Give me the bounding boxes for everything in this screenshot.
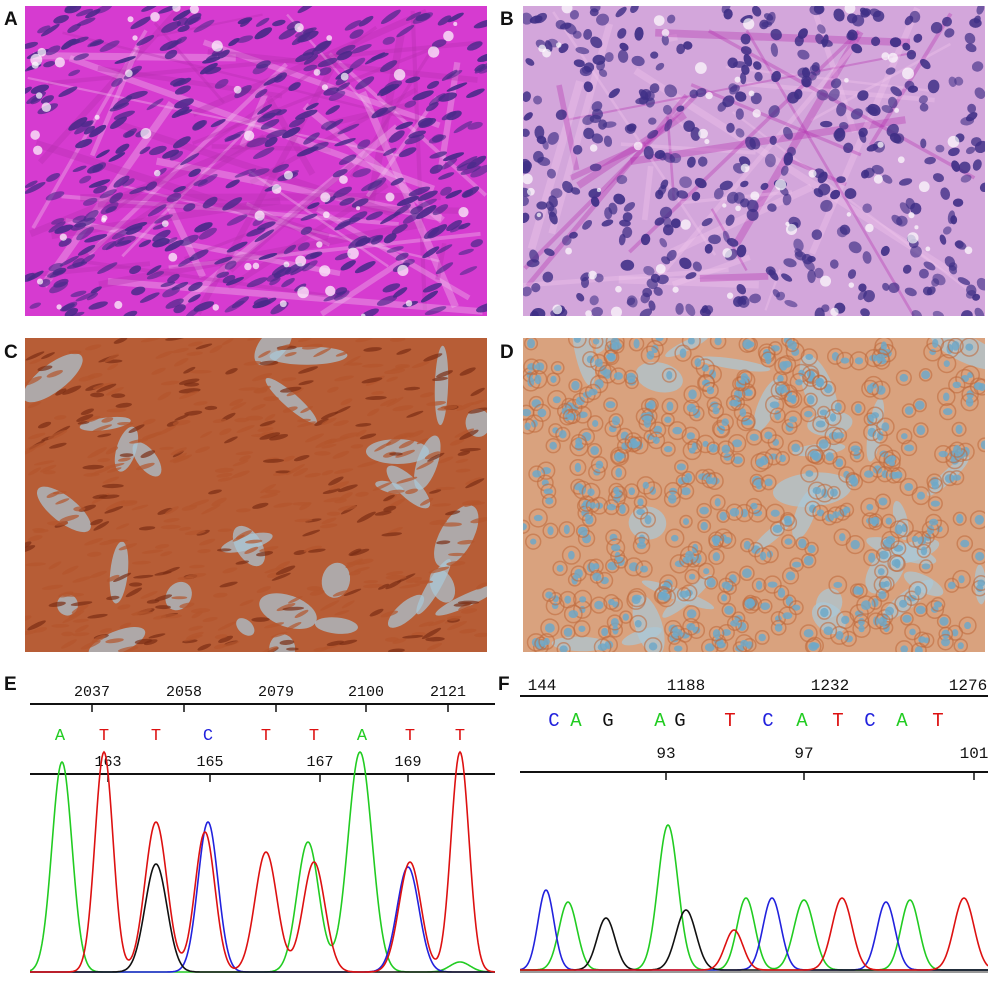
trace-e-codon-label: 165 (196, 754, 223, 771)
trace-f-base-call: A (654, 710, 666, 732)
trace-e-base-call: T (309, 727, 319, 746)
ihc-panel-d (523, 338, 985, 652)
trace-f-position-label: 1276 (949, 677, 987, 695)
panel-label-d: D (500, 342, 514, 363)
trace-e-base-call: T (405, 727, 415, 746)
trace-f-position-label: 1188 (667, 677, 705, 695)
trace-f-position-label: 144 (528, 677, 557, 695)
trace-e-base-call: T (151, 727, 161, 746)
trace-e-codon-label: 169 (394, 754, 421, 771)
trace-f-base-call: T (932, 710, 943, 732)
he-micrograph-a (25, 6, 487, 316)
panel-label-e: E (4, 674, 17, 695)
trace-f-codon-label: 93 (656, 745, 675, 763)
ihc-micrograph-d (523, 338, 985, 652)
ihc-panel-c (25, 338, 487, 652)
trace-e-base-call: T (261, 727, 271, 746)
trace-e-base-call: C (203, 727, 213, 746)
trace-e-position-label: 2100 (348, 684, 384, 701)
trace-e-base-call: A (357, 727, 368, 746)
trace-f-base-call: A (796, 710, 808, 732)
trace-e-trace-g (30, 863, 495, 973)
trace-f-base-call: C (548, 710, 559, 732)
panel-label-a: A (4, 9, 18, 30)
chromatogram-panel-f: 144 1188 1232 1276 C A G A G T C A T C A T 93 97 101 (519, 672, 989, 982)
trace-e-position-label: 2037 (74, 684, 110, 701)
trace-e-position-label: 2121 (430, 684, 466, 701)
chromatogram-panel-e: 2037 2058 2079 2100 2121 A T T C T T A T T 163 165 167 16… (29, 672, 496, 982)
trace-f-base-call: C (864, 710, 875, 732)
trace-f-codon-label: 97 (794, 745, 813, 763)
trace-f-trace-a (520, 824, 988, 971)
histology-panel-b (523, 6, 985, 316)
trace-e-position-label: 2058 (166, 684, 202, 701)
trace-f-base-call: G (674, 710, 685, 732)
trace-f-base-call: T (832, 710, 843, 732)
trace-f-base-call: G (602, 710, 613, 732)
histology-panel-a (25, 6, 487, 316)
trace-e-position-label: 2079 (258, 684, 294, 701)
trace-e-codon-label: 167 (306, 754, 333, 771)
panel-label-b: B (500, 9, 514, 30)
trace-f-trace-t (520, 897, 989, 971)
trace-e-base-call: T (99, 727, 109, 746)
he-micrograph-b (523, 6, 985, 316)
trace-f-codon-label: 101 (960, 745, 988, 763)
trace-f-base-call: T (724, 710, 735, 732)
trace-e-base-call: T (455, 727, 465, 746)
ihc-micrograph-c (25, 338, 487, 652)
trace-e-trace-t (30, 750, 496, 973)
trace-f-position-label: 1232 (811, 677, 849, 695)
trace-e-base-call: A (55, 727, 66, 746)
trace-f-base-call: A (896, 710, 908, 732)
panel-label-c: C (4, 342, 18, 363)
panel-label-f: F (498, 674, 510, 695)
trace-f-base-call: A (570, 710, 582, 732)
trace-f-base-call: C (762, 710, 773, 732)
trace-e-trace-c (30, 821, 495, 973)
